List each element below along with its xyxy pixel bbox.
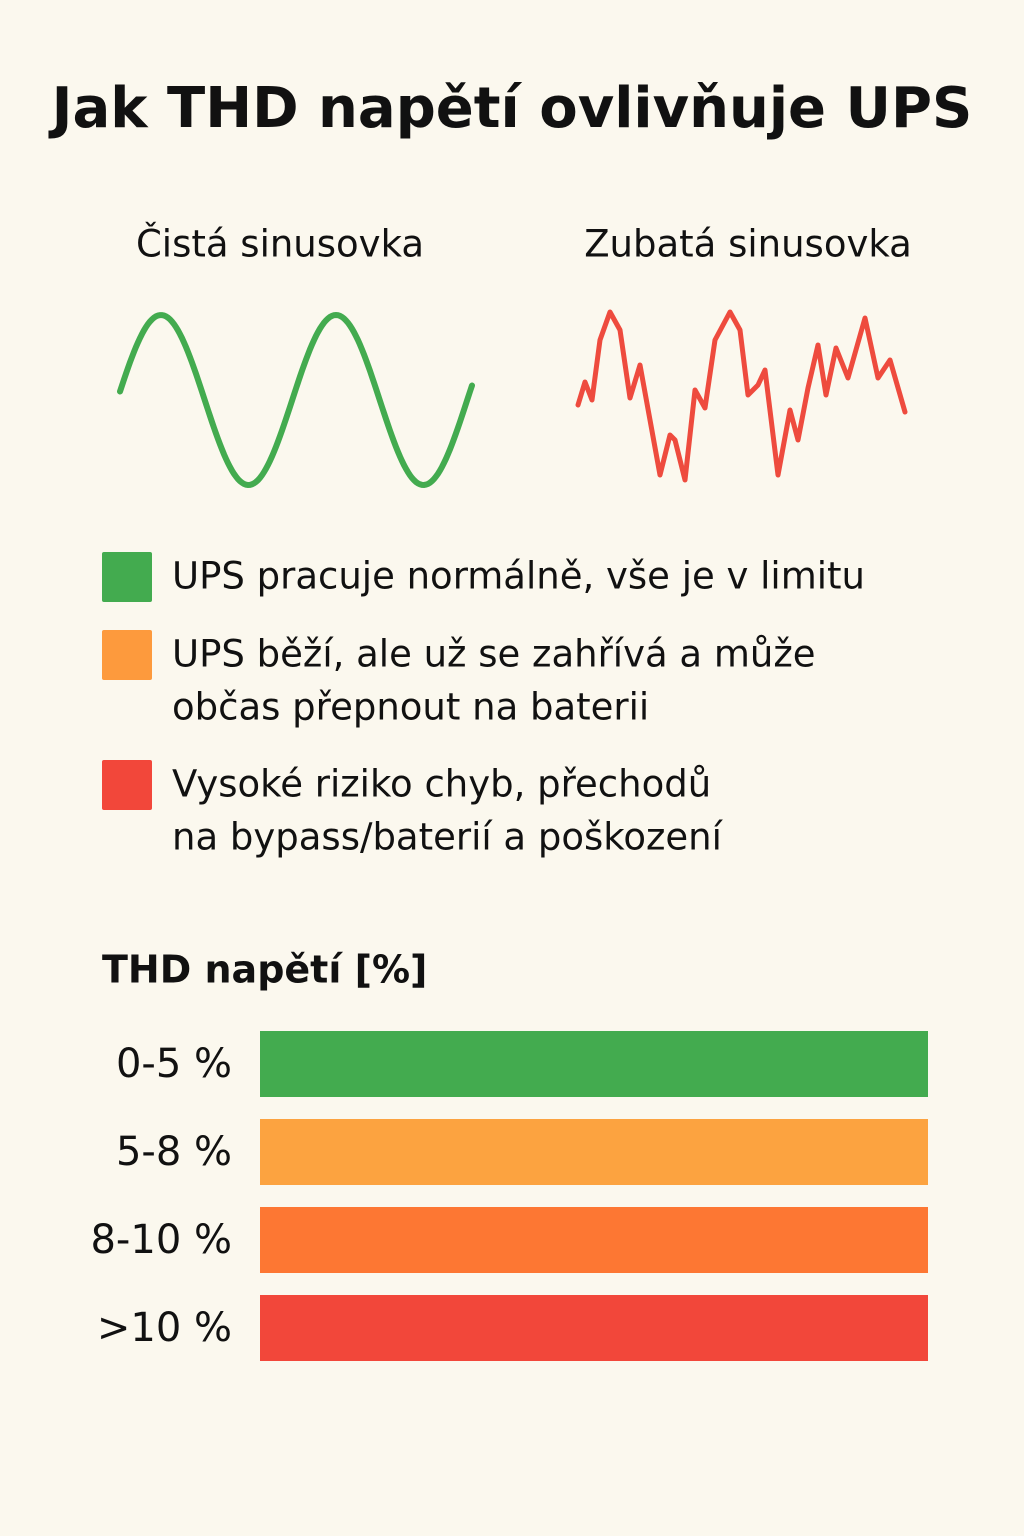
distorted-wave xyxy=(575,309,908,483)
scale-label: 0-5 % xyxy=(116,1041,232,1087)
clean-sine-wave xyxy=(117,311,475,489)
title: Jak THD napětí ovlivňuje UPS xyxy=(48,76,973,141)
legend-swatch xyxy=(102,760,152,810)
scale-label: 5-8 % xyxy=(116,1129,232,1175)
legend-text: občas přepnout na baterii xyxy=(172,686,649,729)
legend-text: Vysoké riziko chyb, přechodů xyxy=(172,763,711,806)
legend-text: UPS běží, ale už se zahřívá a může xyxy=(172,633,816,676)
legend-text: UPS pracuje normálně, vše je v limitu xyxy=(172,555,865,598)
wave-label: Čistá sinusovka xyxy=(136,222,424,266)
legend-swatch xyxy=(102,630,152,680)
scale-title: THD napětí [%] xyxy=(102,948,427,992)
scale-bar xyxy=(260,1207,928,1273)
scale-bar xyxy=(260,1031,928,1097)
scale-bar xyxy=(260,1119,928,1185)
wave-label: Zubatá sinusovka xyxy=(584,223,912,266)
scale-label: >10 % xyxy=(97,1305,232,1351)
scale-bar xyxy=(260,1295,928,1361)
legend-swatch xyxy=(102,552,152,602)
legend-text: na bypass/baterií a poškození xyxy=(172,816,724,859)
scale-label: 8-10 % xyxy=(90,1217,232,1263)
